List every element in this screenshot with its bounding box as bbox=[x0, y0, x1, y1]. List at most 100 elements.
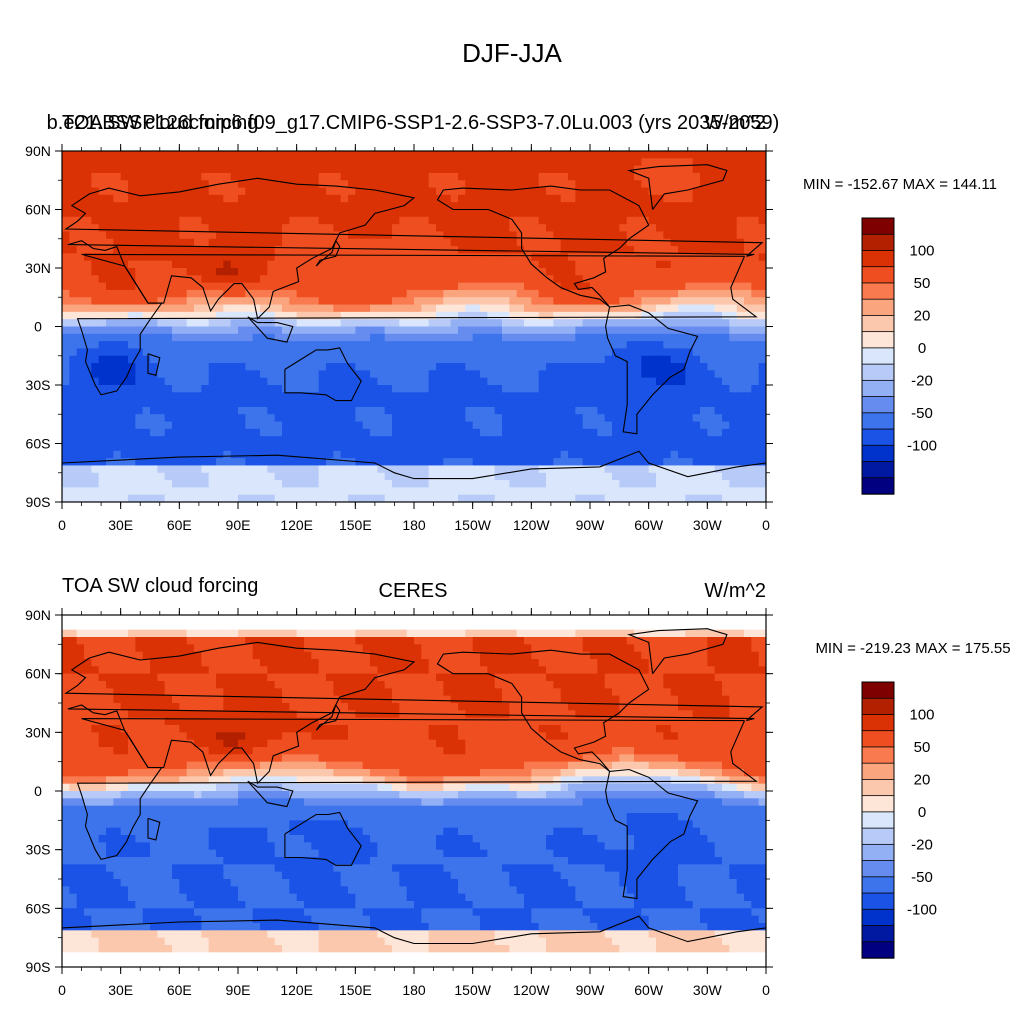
map-cell bbox=[546, 480, 554, 488]
map-cell bbox=[546, 195, 554, 203]
map-cell bbox=[150, 283, 158, 291]
map-cell bbox=[531, 217, 539, 225]
map-cell bbox=[443, 414, 451, 422]
map-cell bbox=[311, 487, 319, 495]
map-cell bbox=[663, 217, 671, 225]
map-cell bbox=[194, 195, 202, 203]
map-cell bbox=[62, 451, 70, 459]
map-cell bbox=[179, 480, 187, 488]
map-cell bbox=[531, 224, 539, 232]
map-cell bbox=[634, 422, 642, 430]
map-cell bbox=[113, 166, 121, 174]
map-cell bbox=[128, 451, 136, 459]
map-cell bbox=[707, 275, 715, 283]
map-cell bbox=[583, 615, 591, 623]
map-cell bbox=[678, 422, 686, 430]
map-cell bbox=[656, 487, 664, 495]
map-cell bbox=[106, 158, 114, 166]
map-cell bbox=[157, 385, 165, 393]
map-cell bbox=[685, 210, 693, 218]
map-cell bbox=[69, 465, 77, 473]
map-cell bbox=[605, 407, 613, 415]
map-cell bbox=[539, 414, 547, 422]
map-cell bbox=[77, 436, 85, 444]
map-cell bbox=[275, 378, 283, 386]
map-cell bbox=[392, 158, 400, 166]
map-cell bbox=[106, 327, 114, 335]
map-cell bbox=[751, 319, 759, 327]
map-cell bbox=[135, 436, 143, 444]
map-cell bbox=[194, 180, 202, 188]
map-cell bbox=[231, 327, 239, 335]
map-cell bbox=[216, 348, 224, 356]
map-cell bbox=[69, 451, 77, 459]
map-cell bbox=[729, 202, 737, 210]
map-cell bbox=[575, 158, 583, 166]
map-cell bbox=[414, 341, 422, 349]
map-cell bbox=[297, 224, 305, 232]
map-cell bbox=[465, 348, 473, 356]
map-cell bbox=[649, 480, 657, 488]
map-cell bbox=[619, 231, 627, 239]
map-cell bbox=[355, 327, 363, 335]
map-cell bbox=[407, 210, 415, 218]
map-cell bbox=[62, 239, 70, 247]
map-cell bbox=[143, 370, 151, 378]
map-cell bbox=[553, 451, 561, 459]
map-cell bbox=[157, 407, 165, 415]
map-cell bbox=[421, 378, 429, 386]
map-cell bbox=[172, 217, 180, 225]
map-cell bbox=[84, 283, 92, 291]
map-cell bbox=[238, 151, 246, 159]
map-cell bbox=[421, 261, 429, 269]
map-cell bbox=[634, 290, 642, 298]
map-cell bbox=[392, 246, 400, 254]
map-cell bbox=[590, 327, 598, 335]
map-cell bbox=[392, 356, 400, 364]
map-cell bbox=[502, 275, 510, 283]
map-cell bbox=[69, 334, 77, 342]
map-cell bbox=[729, 480, 737, 488]
map-cell bbox=[304, 275, 312, 283]
map-cell bbox=[583, 348, 591, 356]
map-cell bbox=[509, 312, 517, 320]
map-cell bbox=[678, 202, 686, 210]
map-cell bbox=[539, 378, 547, 386]
map-cell bbox=[297, 400, 305, 408]
map-cell bbox=[165, 327, 173, 335]
map-cell bbox=[619, 151, 627, 159]
map-cell bbox=[113, 180, 121, 188]
map-cell bbox=[135, 414, 143, 422]
map-cell bbox=[707, 444, 715, 452]
map-cell bbox=[304, 261, 312, 269]
map-cell bbox=[729, 334, 737, 342]
map-cell bbox=[201, 210, 209, 218]
map-cell bbox=[443, 312, 451, 320]
map-cell bbox=[502, 224, 510, 232]
map-cell bbox=[91, 327, 99, 335]
map-cell bbox=[311, 341, 319, 349]
map-cell bbox=[744, 615, 752, 623]
map-cell bbox=[575, 224, 583, 232]
map-cell bbox=[737, 370, 745, 378]
map-cell bbox=[69, 378, 77, 386]
map-cell bbox=[113, 451, 121, 459]
map-cell bbox=[77, 231, 85, 239]
map-cell bbox=[517, 436, 525, 444]
map-cell bbox=[729, 224, 737, 232]
map-cell bbox=[333, 615, 341, 623]
map-cell bbox=[99, 180, 107, 188]
map-cell bbox=[319, 268, 327, 276]
map-cell bbox=[685, 458, 693, 466]
map-cell bbox=[194, 473, 202, 481]
map-cell bbox=[143, 173, 151, 181]
map-cell bbox=[546, 458, 554, 466]
map-cell bbox=[377, 253, 385, 261]
map-cell bbox=[333, 319, 341, 327]
map-cell bbox=[297, 151, 305, 159]
map-cell bbox=[693, 231, 701, 239]
map-cell bbox=[502, 451, 510, 459]
map-cell bbox=[649, 327, 657, 335]
map-cell bbox=[671, 283, 679, 291]
map-cell bbox=[678, 356, 686, 364]
